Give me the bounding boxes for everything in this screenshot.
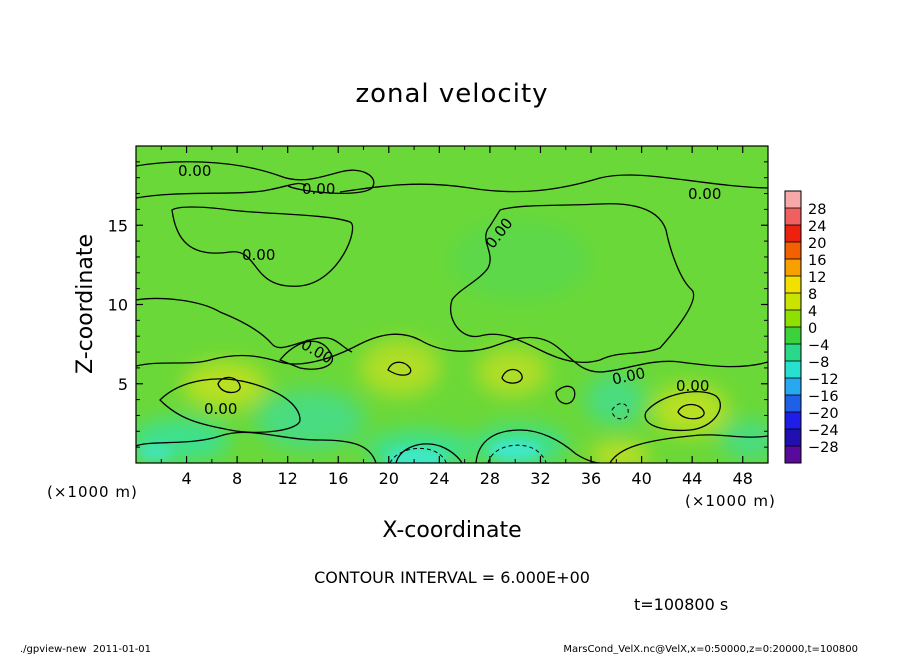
x-tick-label: 16: [328, 469, 348, 488]
x-axis-label: X-coordinate: [382, 518, 521, 543]
x-tick-label: 4: [181, 469, 191, 488]
contour-interval-note: CONTOUR INTERVAL = 6.000E+00: [314, 568, 590, 587]
colorbar-label: −12: [808, 372, 839, 388]
x-unit-label: (×1000 m): [47, 483, 138, 501]
colorbar-label: −20: [808, 406, 839, 422]
y-tick-label: 5: [118, 375, 128, 394]
colorbar-swatch: [785, 446, 801, 464]
negative-contours: [389, 403, 629, 463]
colorbar-label: −16: [808, 389, 839, 405]
contour-label: 0.00: [242, 246, 275, 264]
colorbar-swatch: [785, 208, 801, 226]
warm-region: [476, 348, 548, 396]
contour-lines: [136, 161, 768, 463]
contour-label: 0.00: [688, 185, 721, 203]
chart-title: zonal velocity: [355, 79, 548, 109]
cyan-region: [386, 448, 446, 463]
colorbar-swatch: [785, 395, 801, 413]
colorbar-swatch: [785, 429, 801, 447]
footer-left: ./gpview-new 2011-01-01: [20, 644, 151, 654]
y-axis-label: Z-coordinate: [73, 234, 98, 374]
x-tick-label: 28: [480, 469, 500, 488]
contour-label: 0.00: [178, 162, 211, 180]
colorbar-swatch: [785, 327, 801, 345]
warm-region: [360, 340, 440, 396]
y-tick-label: 10: [108, 296, 128, 315]
colorbar-label: 16: [808, 253, 826, 269]
colorbar-swatch: [785, 344, 801, 362]
x-tick-label: 32: [530, 469, 550, 488]
colorbar-swatch: [785, 225, 801, 243]
x-axis: 4 8 12 16 20 24 28 32 36 40 44 48: [160, 146, 753, 488]
colorbar-swatch: [785, 310, 801, 328]
y-unit-label: (×1000 m): [685, 492, 776, 510]
x-tick-label: 36: [581, 469, 601, 488]
colorbar-swatch: [785, 259, 801, 277]
colorbar-label: −8: [808, 355, 829, 371]
x-tick-label: 20: [379, 469, 399, 488]
colorbar-label: 4: [808, 304, 817, 320]
colorbar-label: −24: [808, 423, 839, 439]
cool-region: [255, 390, 365, 450]
colorbar-swatch: [785, 412, 801, 430]
time-label: t=100800 s: [634, 595, 728, 614]
y-tick-label: 15: [108, 216, 128, 235]
x-tick-label: 24: [429, 469, 449, 488]
colorbar-label: −28: [808, 440, 839, 456]
colorbar-swatch: [785, 293, 801, 311]
colorbar-swatch: [785, 276, 801, 294]
y-axis: 5 10 15: [108, 161, 768, 448]
heatmap-field: 0.00 0.00 0.00 0.00 0.00 0.00 0.00 0.00 …: [136, 146, 768, 463]
colorbar-label: −4: [808, 338, 829, 354]
colorbar-label: 24: [808, 219, 826, 235]
cool-region: [720, 420, 768, 460]
x-tick-label: 48: [733, 469, 753, 488]
contour-label: 0.00: [204, 400, 237, 418]
colorbar-swatch: [785, 361, 801, 379]
x-tick-label: 40: [631, 469, 651, 488]
cool-region: [450, 220, 590, 300]
cyan-region: [489, 440, 541, 460]
colorbar-label: 12: [808, 270, 826, 286]
contour-label: 0.00: [676, 377, 709, 395]
colorbar-label: 8: [808, 287, 817, 303]
cyan-region: [137, 443, 173, 461]
contour-label: 0.00: [302, 180, 335, 198]
footer-right: MarsCond_VelX.nc@VelX,x=0:50000,z=0:2000…: [563, 644, 858, 654]
colorbar-swatch: [785, 191, 801, 209]
colorbar-swatch: [785, 242, 801, 260]
x-tick-label: 44: [682, 469, 702, 488]
x-tick-label: 12: [278, 469, 298, 488]
colorbar-label: 20: [808, 236, 826, 252]
colorbar-label: 0: [808, 321, 817, 337]
warm-region: [183, 361, 267, 409]
x-tick-label: 8: [232, 469, 242, 488]
cool-region: [585, 374, 645, 426]
colorbar-swatch: [785, 378, 801, 396]
colorbar-label: 28: [808, 202, 826, 218]
